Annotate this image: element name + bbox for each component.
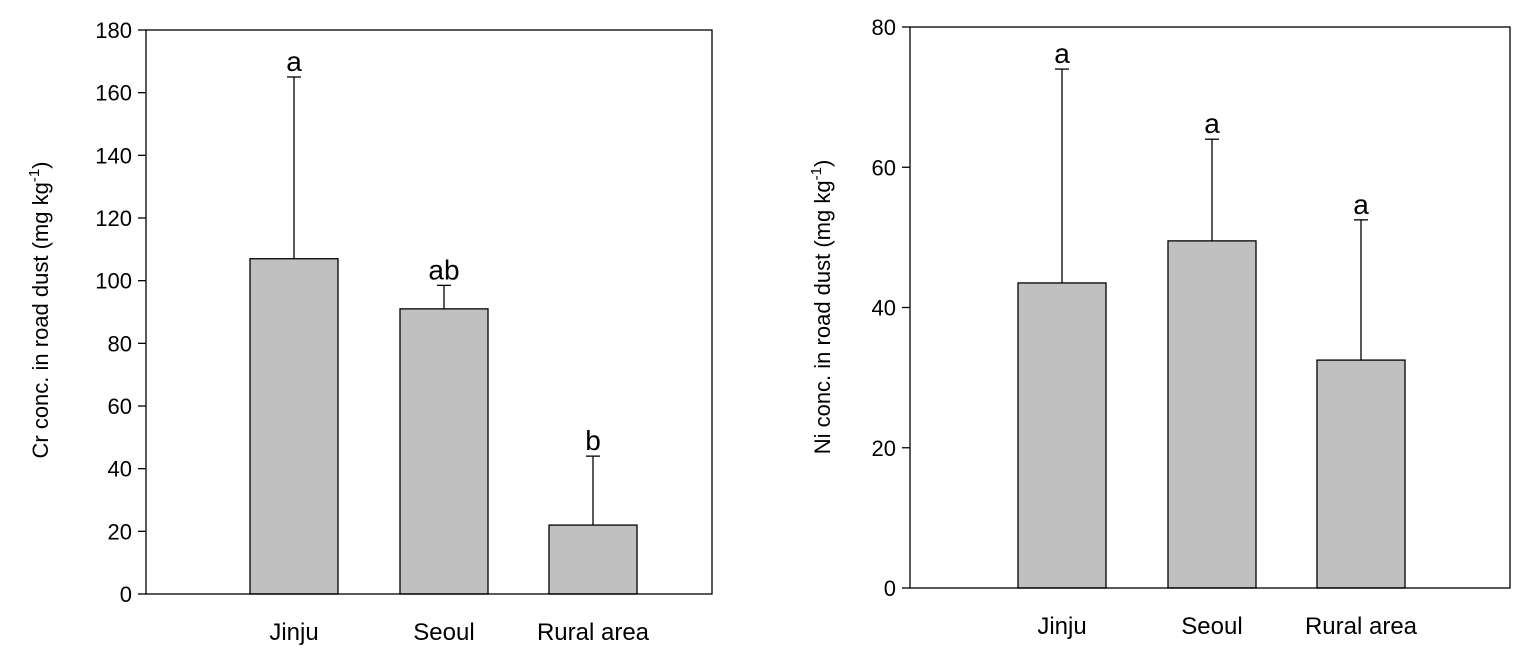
y-tick-label: 120 (95, 206, 132, 231)
y-tick-label: 0 (884, 576, 896, 601)
y-tick-label: 80 (872, 15, 896, 40)
ni-chart: a Jinju a Seoul a Rural area 0 20 40 60 80 Ni conc.… (808, 15, 1511, 640)
plot-frame (145, 29, 713, 595)
significance-letter: a (1054, 38, 1070, 69)
y-tick-label: 80 (108, 331, 132, 356)
significance-letter: ab (428, 254, 459, 285)
bar-jinju (249, 258, 339, 595)
y-tick-label: 40 (872, 296, 896, 321)
bar-jinju (1017, 282, 1107, 589)
bar-seoul (1167, 240, 1257, 589)
y-tick-label: 100 (95, 269, 132, 294)
x-tick-label: Rural area (1305, 613, 1418, 640)
y-tick-label: 0 (120, 582, 132, 607)
x-tick-label: Seoul (1181, 613, 1242, 640)
significance-letter: a (286, 46, 302, 77)
x-tick-label: Jinju (269, 619, 318, 646)
x-tick-label: Jinju (1037, 613, 1086, 640)
significance-letter: a (1204, 108, 1220, 139)
y-tick-label: 60 (872, 155, 896, 180)
y-axis-label: Ni conc. in road dust (mg kg-1) (808, 160, 835, 455)
y-tick-label: 160 (95, 81, 132, 106)
significance-letter: b (585, 425, 601, 456)
y-axis-label: Cr conc. in road dust (mg kg-1) (26, 161, 53, 458)
y-tick-label: 40 (108, 457, 132, 482)
y-tick-label: 20 (108, 519, 132, 544)
y-tick-label: 60 (108, 394, 132, 419)
bar-rural-area (1316, 359, 1406, 589)
x-tick-label: Rural area (537, 619, 650, 646)
bar-rural-area (548, 524, 638, 595)
x-tick-label: Seoul (413, 619, 474, 646)
bar-seoul (399, 308, 489, 595)
cr-chart: a Jinju ab Seoul b Rural area 0 20 40 60 80 100 120 1… (26, 18, 713, 646)
y-tick-label: 20 (872, 436, 896, 461)
y-tick-label: 140 (95, 143, 132, 168)
significance-letter: a (1353, 189, 1369, 220)
y-tick-label: 180 (95, 18, 132, 43)
